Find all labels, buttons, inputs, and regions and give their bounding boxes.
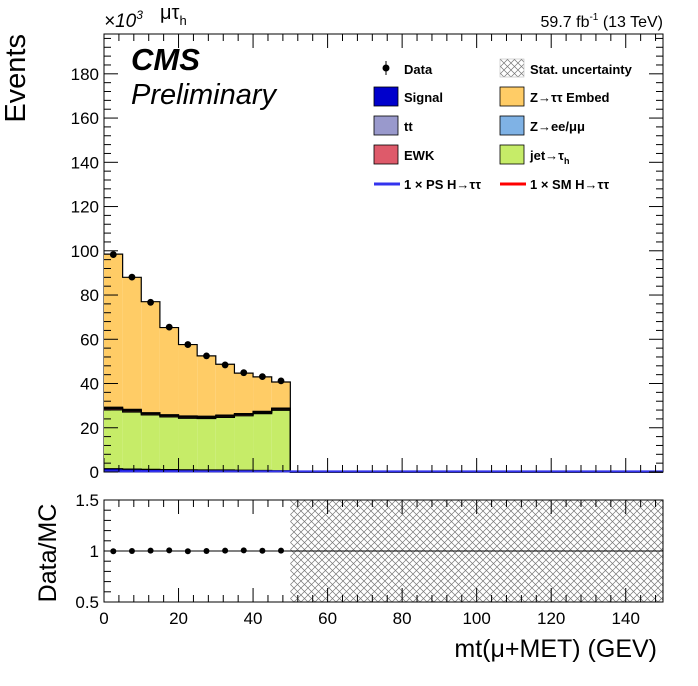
legend-swatch-ewk	[373, 144, 399, 165]
legend-swatch-signal	[373, 86, 399, 107]
legend-swatch-tt	[373, 115, 399, 136]
legend-swatch-jet_fakes	[499, 144, 525, 165]
ratio-point-5	[203, 548, 210, 554]
data-point-1	[128, 273, 136, 281]
ratio-point-3	[166, 547, 173, 554]
x-tick-label-2: 40	[244, 609, 263, 628]
bar-signal-0	[104, 468, 123, 472]
x-tick-label-3: 60	[318, 609, 337, 628]
data-point-4	[184, 341, 192, 348]
bar-ztt_embed-5	[197, 355, 216, 417]
preliminary-label: Preliminary	[131, 79, 278, 111]
x-tick-label-1: 20	[169, 609, 188, 628]
data-point-2	[147, 298, 154, 306]
ratio-point-7	[240, 547, 247, 554]
ratio-point-8	[259, 547, 266, 554]
bar-jet_fakes-2	[141, 414, 160, 470]
ratio-point-2	[147, 547, 154, 554]
bar-jet_fakes-8	[253, 413, 272, 471]
y-tick-label-2: 40	[80, 375, 99, 394]
data-point-5	[203, 352, 210, 360]
ratio-plot-frame	[103, 499, 664, 603]
bar-ztt_embed-1	[122, 277, 142, 410]
bar-jet_fakes-3	[159, 416, 179, 470]
bar-ztt_embed-7	[234, 373, 254, 414]
data-point-6	[221, 361, 229, 369]
ratio-y-tick-label-0: 0.5	[75, 593, 99, 612]
legend-label-tt: tt	[404, 119, 413, 134]
legend-label-ps_line: 1 × PS H→ττ	[404, 177, 481, 192]
data-point-7	[240, 369, 248, 377]
bar-jet_fakes-6	[215, 417, 235, 471]
x-tick-label-4: 80	[393, 609, 412, 628]
channel-label: μτh	[160, 2, 187, 28]
ratio-point-4	[184, 548, 191, 555]
cms-label: CMS	[131, 42, 200, 77]
x-tick-label-6: 120	[537, 609, 565, 628]
bar-ztt_embed-6	[215, 364, 235, 416]
data-point-3	[165, 323, 173, 331]
ratio-y-tick-label-1: 1	[90, 542, 99, 561]
data-point-8	[258, 373, 266, 381]
exponent-label: ×103	[104, 8, 143, 32]
ratio-point-9	[278, 547, 285, 554]
legend-label-signal: Signal	[404, 90, 443, 105]
bar-ztt_embed-8	[253, 376, 272, 412]
bar-jet_fakes-9	[271, 410, 291, 471]
bar-ztt_embed-2	[141, 301, 160, 413]
legend-label-stat: Stat. uncertainty	[530, 62, 633, 77]
legend-label-sm_line: 1 × SM H→ττ	[530, 177, 609, 192]
bar-jet_fakes-4	[178, 418, 198, 470]
legend-swatch-ztt_embed	[499, 86, 525, 107]
x-axis-title: mt(μ+MET) (GEV)	[454, 635, 657, 663]
y-tick-label-8: 160	[71, 109, 99, 128]
legend-label-ztt_embed: Z→ττ Embed	[530, 90, 610, 105]
legend-label-zll: Z→ee/μμ	[530, 119, 585, 134]
x-tick-label-0: 0	[99, 609, 108, 628]
ratio-point-1	[128, 548, 135, 554]
bar-ztt_embed-9	[271, 381, 291, 409]
legend-label-jet_fakes: jet→τh	[529, 148, 569, 166]
y-axis-title: Events	[0, 34, 32, 123]
legend-swatch-stat	[499, 58, 525, 78]
x-tick-label-7: 140	[612, 609, 640, 628]
y-tick-label-9: 180	[71, 65, 99, 84]
ratio-y-axis-title: Data/MC	[34, 504, 62, 603]
bar-ztt_embed-0	[104, 254, 123, 408]
ratio-y-tick-label-2: 1.5	[75, 491, 99, 510]
y-tick-label-3: 60	[80, 330, 99, 349]
y-tick-label-4: 80	[80, 286, 99, 305]
ratio-point-6	[222, 547, 229, 554]
y-tick-label-6: 120	[71, 198, 99, 217]
x-tick-label-5: 100	[462, 609, 490, 628]
bar-ewk-1	[122, 410, 142, 413]
bar-jet_fakes-7	[234, 415, 254, 471]
data-point-0	[109, 251, 117, 258]
bar-ewk-0	[104, 408, 123, 410]
y-tick-label-1: 20	[80, 419, 99, 438]
data-point-9	[277, 377, 285, 385]
bar-jet_fakes-5	[197, 418, 216, 471]
legend: Data Stat. uncertainty Signal Z→ττ Embed tt Z…	[373, 58, 633, 192]
y-tick-label-7: 140	[71, 153, 99, 172]
y-tick-label-5: 100	[71, 242, 99, 261]
bar-ztt_embed-3	[159, 327, 179, 415]
bar-ztt_embed-4	[178, 344, 198, 417]
legend-label-data: Data	[404, 62, 433, 77]
legend-label-ewk: EWK	[404, 148, 435, 163]
legend-swatch-zll	[499, 115, 525, 136]
bar-jet_fakes-1	[122, 412, 142, 470]
y-tick-label-0: 0	[90, 463, 99, 482]
lumi-label: 59.7 fb-1 (13 TeV)	[541, 12, 663, 31]
